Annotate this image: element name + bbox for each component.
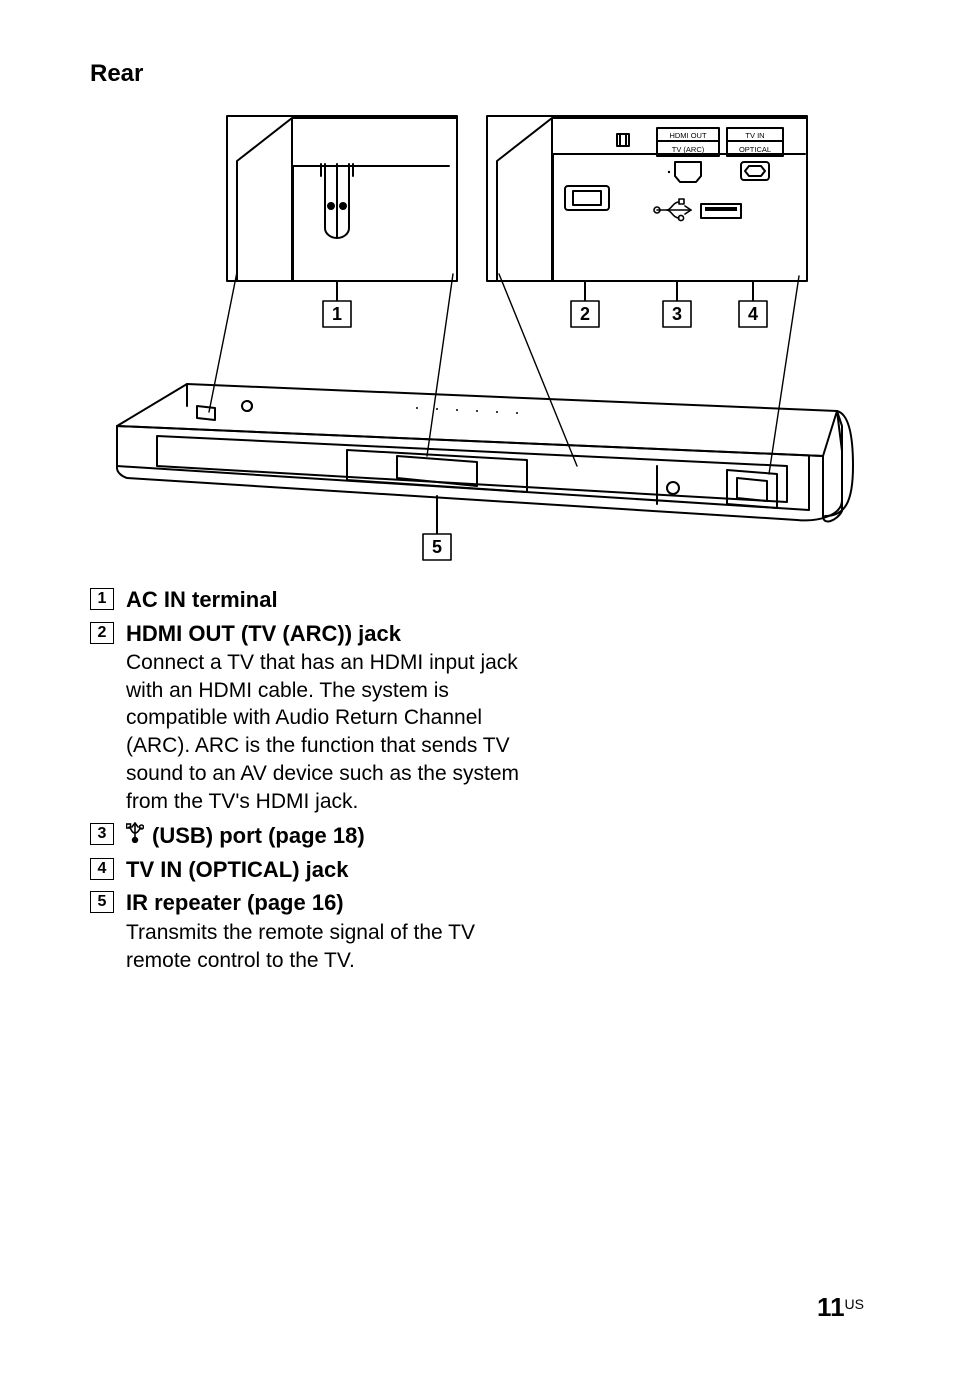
list-item: 3 [90,821,520,850]
list-item: 4 TV IN (OPTICAL) jack [90,856,520,884]
page-number-value: 11 [817,1292,845,1322]
list-num-box: 5 [90,891,114,913]
rear-item-list: 1 AC IN terminal 2 HDMI OUT (TV (ARC)) j… [90,586,520,974]
callout-5: 5 [432,537,442,557]
page-number: 11US [817,1292,864,1323]
callout-2: 2 [580,304,590,324]
list-item-title: AC IN terminal [126,586,520,614]
list-num-box: 3 [90,823,114,845]
callout-4: 4 [748,304,758,324]
page-number-suffix: US [845,1296,864,1312]
list-item-desc: Connect a TV that has an HDMI input jack… [126,649,520,815]
list-item-title-text: (USB) port (page 18) [152,822,365,850]
tv-in-label-bottom: OPTICAL [739,145,771,154]
callout-1: 1 [332,304,342,324]
list-item-title: (USB) port (page 18) [126,821,520,850]
rear-diagram: HDMI OUT TV (ARC) TV IN OPTICAL [97,106,857,566]
list-num-box: 4 [90,858,114,880]
list-num-box: 2 [90,622,114,644]
section-title: Rear [90,60,864,88]
list-item-title: TV IN (OPTICAL) jack [126,856,520,884]
list-item: 2 HDMI OUT (TV (ARC)) jack Connect a TV … [90,620,520,816]
page: Rear [0,0,954,1373]
list-item-desc: Transmits the remote signal of the TV re… [126,919,520,974]
callout-3: 3 [672,304,682,324]
rear-diagram-svg: HDMI OUT TV (ARC) TV IN OPTICAL [97,106,857,566]
hdmi-out-label-top: HDMI OUT [669,131,706,140]
list-item-title: IR repeater (page 16) [126,889,520,917]
list-num-box: 1 [90,588,114,610]
hdmi-out-label-bottom: TV (ARC) [672,145,705,154]
list-item-title: HDMI OUT (TV (ARC)) jack [126,620,520,648]
tv-in-label-top: TV IN [745,131,764,140]
list-item: 1 AC IN terminal [90,586,520,614]
usb-icon [126,821,144,850]
list-item: 5 IR repeater (page 16) Transmits the re… [90,889,520,974]
